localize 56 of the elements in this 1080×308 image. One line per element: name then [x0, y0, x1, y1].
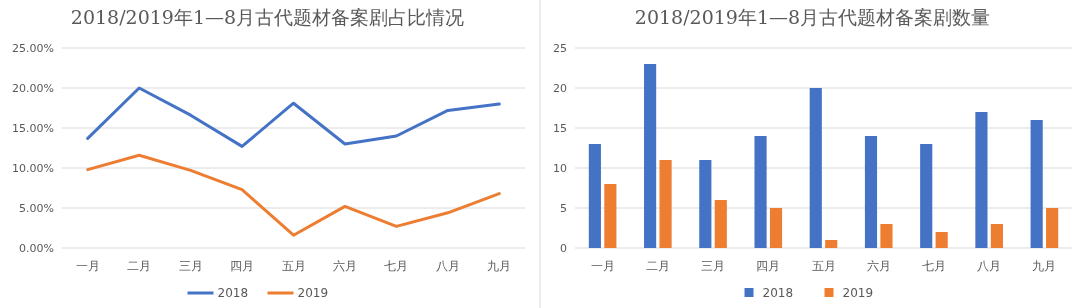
- x-tick-label: 四月: [756, 259, 781, 273]
- x-tick-label: 八月: [977, 259, 1002, 273]
- legend-label: 2018: [762, 286, 794, 300]
- bar: [714, 200, 727, 248]
- legend-label: 2019: [842, 286, 874, 300]
- bar: [935, 232, 948, 248]
- bar: [644, 64, 657, 248]
- x-tick-label: 二月: [645, 259, 670, 273]
- y-tick-label: 15: [553, 122, 567, 135]
- x-tick-label: 二月: [127, 259, 152, 273]
- x-tick-label: 七月: [921, 259, 946, 273]
- chart-title: 2018/2019年1—8月古代题材备案剧占比情况: [70, 6, 465, 28]
- x-tick-label: 三月: [178, 259, 203, 273]
- bar: [825, 240, 838, 248]
- x-tick-label: 九月: [487, 259, 512, 273]
- x-tick-label: 六月: [332, 259, 357, 273]
- bar: [1030, 120, 1043, 248]
- y-tick-label: 5.00%: [19, 202, 54, 215]
- bar: [699, 160, 712, 248]
- y-tick-label: 0: [560, 242, 567, 255]
- legend-label: 2019: [297, 286, 329, 300]
- x-tick-label: 三月: [701, 259, 726, 273]
- bar: [659, 160, 672, 248]
- chart-title: 2018/2019年1—8月古代题材备案剧数量: [634, 6, 991, 28]
- x-tick-label: 九月: [1032, 259, 1057, 273]
- y-tick-label: 5: [560, 202, 567, 215]
- y-tick-label: 20: [553, 82, 567, 95]
- bar: [809, 88, 822, 248]
- bar: [880, 224, 893, 248]
- x-tick-label: 一月: [75, 259, 100, 273]
- bar: [975, 112, 988, 248]
- bar: [1046, 208, 1059, 248]
- y-tick-label: 15.00%: [12, 122, 54, 135]
- line-series: [86, 153, 501, 237]
- y-tick-label: 25: [553, 42, 567, 55]
- x-tick-label: 五月: [811, 259, 836, 273]
- bar: [864, 136, 878, 248]
- bar: [769, 208, 783, 248]
- y-tick-label: 0.00%: [19, 242, 54, 255]
- x-tick-label: 五月: [281, 259, 306, 273]
- y-tick-label: 10: [553, 162, 567, 175]
- bar: [604, 184, 617, 248]
- y-tick-label: 10.00%: [12, 162, 54, 175]
- x-tick-label: 七月: [384, 259, 409, 273]
- x-tick-label: 八月: [435, 259, 460, 273]
- y-tick-label: 25.00%: [12, 42, 54, 55]
- x-tick-label: 六月: [866, 259, 891, 273]
- bar: [920, 144, 933, 248]
- y-tick-label: 20.00%: [12, 82, 54, 95]
- x-tick-label: 一月: [590, 259, 615, 273]
- bar: [754, 136, 767, 248]
- legend-label: 2018: [217, 286, 249, 300]
- x-tick-label: 四月: [230, 259, 255, 273]
- bar: [990, 224, 1003, 248]
- bar: [588, 144, 601, 248]
- line-series: [86, 86, 501, 148]
